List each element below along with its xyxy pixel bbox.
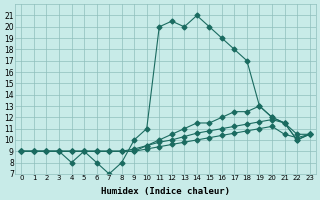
X-axis label: Humidex (Indice chaleur): Humidex (Indice chaleur) [101, 187, 230, 196]
